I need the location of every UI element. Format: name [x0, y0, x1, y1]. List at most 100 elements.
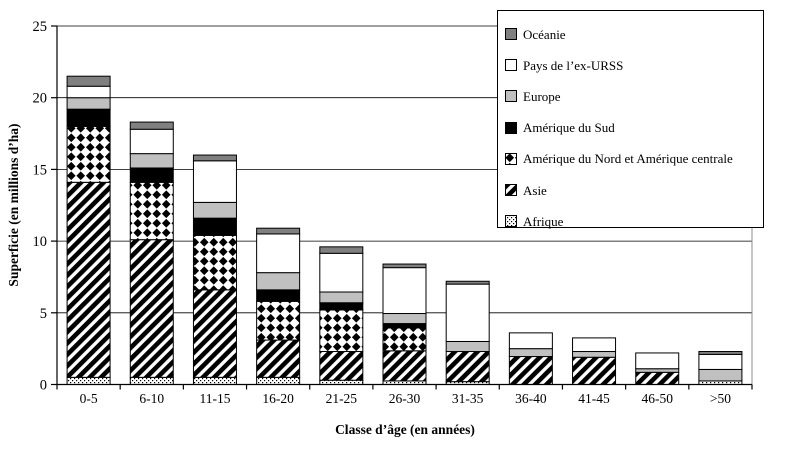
bar-segment: [256, 300, 301, 341]
y-tick-label: 20: [33, 91, 48, 107]
legend-label: Pays de l’ex-URSS: [523, 57, 624, 73]
bar-segment: [256, 339, 301, 378]
legend-swatch-stripes-icon: [505, 184, 517, 196]
x-category-label: 46-50: [641, 391, 673, 406]
bar-segment: [698, 368, 743, 382]
y-tick-label: 0: [40, 378, 47, 394]
bar-segment: [256, 272, 301, 291]
bar-segment: [572, 351, 617, 358]
bar-segment: [129, 167, 174, 183]
bar-segment: [129, 239, 174, 378]
bar-segment: [382, 313, 427, 325]
bar-segment: [256, 233, 301, 274]
bar-segment: [192, 160, 237, 203]
legend-swatch-dots-icon: [505, 215, 517, 228]
x-category-label: 11-15: [199, 391, 230, 406]
bar-segment: [382, 263, 427, 269]
legend: Océanie Pays de l’ex-URSS Europe Amérique d…: [497, 10, 764, 228]
bar-segment: [635, 368, 680, 373]
legend-item: Océanie: [505, 23, 759, 45]
x-category-label: 6-10: [139, 391, 164, 406]
bar-segment: [382, 267, 427, 315]
bar-segment: [256, 227, 301, 235]
y-tick-label: 10: [33, 234, 48, 250]
bar-segment: [572, 356, 617, 385]
y-axis-title: Superficie (en millions d’ha): [6, 123, 21, 287]
bar-segment: [129, 181, 174, 241]
legend-label: Afrique: [523, 213, 564, 229]
bar-segment: [319, 291, 364, 304]
bar-segment: [445, 283, 490, 342]
bar-segment: [192, 234, 237, 291]
x-category-label: 21-25: [326, 391, 358, 406]
bar-segment: [382, 327, 427, 352]
bar-segment: [129, 121, 174, 130]
x-category-label: >50: [710, 391, 731, 406]
bar-segment: [572, 337, 617, 353]
legend-item: Asie: [505, 179, 759, 201]
bar-segment: [192, 201, 237, 219]
bar-segment: [319, 246, 364, 254]
bar-segment: [192, 376, 237, 385]
x-axis-title: Classe d’âge (en années): [335, 422, 475, 437]
bar-segment: [256, 289, 301, 302]
axes: [51, 25, 753, 390]
y-tick-label: 25: [33, 19, 48, 35]
legend-item: Pays de l’ex-URSS: [505, 54, 759, 76]
bar-segment: [66, 85, 111, 99]
bar-segment: [66, 75, 111, 87]
bar-segment: [129, 376, 174, 385]
legend-swatch-solid-icon: [505, 28, 517, 40]
x-category-label: 16-20: [262, 391, 294, 406]
legend-item: Amérique du Sud: [505, 117, 759, 139]
bar-segment: [66, 125, 111, 183]
bar-segment: [66, 181, 111, 378]
bar-segment: [66, 376, 111, 385]
legend-label: Amérique du Sud: [523, 120, 615, 136]
bar-segment: [635, 352, 680, 370]
bar-segment: [445, 351, 490, 383]
legend-swatch-solid-icon: [505, 90, 517, 103]
bar-segment: [319, 252, 364, 293]
bar-segment: [635, 371, 680, 386]
bar-segment: [256, 376, 301, 385]
bar-segment: [192, 154, 237, 162]
legend-label: Amérique du Nord et Amérique centrale: [523, 151, 733, 167]
tick-labels: 0 5 10 15 20 25 0-5 6-10 11-15 16-20 21-25 26-30 31-…: [33, 19, 732, 406]
bar-segment: [192, 217, 237, 236]
legend-item: Amérique du Nord et Amérique centrale: [505, 148, 759, 170]
bar-segment: [445, 340, 490, 353]
bar-segment: [319, 351, 364, 381]
legend-item: Afrique: [505, 210, 759, 232]
legend-item: Europe: [505, 85, 759, 107]
bar-segment: [445, 280, 490, 285]
legend-label: Asie: [523, 182, 547, 198]
bar-segment: [192, 289, 237, 378]
bar-segment: [508, 332, 553, 350]
bar-segment: [66, 97, 111, 110]
bar-segment: [129, 128, 174, 155]
x-category-label: 41-45: [578, 391, 610, 406]
bars: [66, 75, 743, 386]
bar-segment: [508, 348, 553, 358]
legend-label: Océanie: [523, 26, 566, 42]
bar-segment: [698, 351, 743, 355]
bar-segment: [319, 379, 364, 385]
bar-segment: [319, 309, 364, 353]
x-category-label: 0-5: [80, 391, 98, 406]
x-category-label: 26-30: [389, 391, 421, 406]
bar-segment: [508, 356, 553, 385]
x-category-label: 31-35: [452, 391, 484, 406]
legend-swatch-solid-icon: [505, 59, 517, 72]
y-tick-label: 15: [33, 162, 48, 178]
x-category-label: 36-40: [515, 391, 547, 406]
legend-label: Europe: [523, 88, 561, 104]
y-tick-label: 5: [40, 306, 47, 322]
bar-segment: [382, 350, 427, 382]
bar-segment: [319, 302, 364, 311]
bar-segment: [698, 353, 743, 370]
bar-segment: [382, 323, 427, 329]
bar-segment: [129, 153, 174, 169]
